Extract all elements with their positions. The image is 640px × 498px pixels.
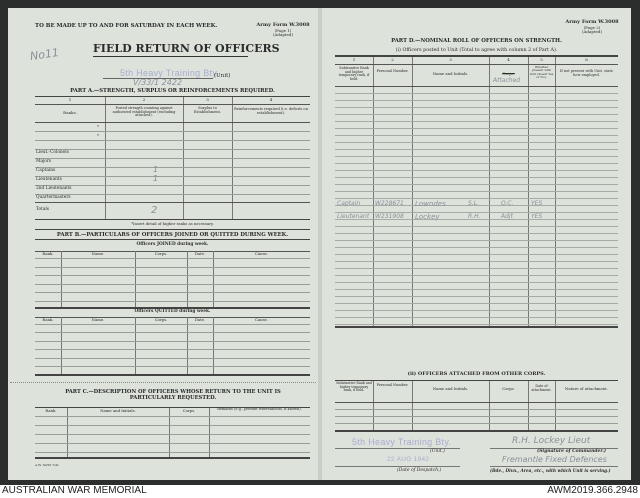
form-number: Army Form W.3008 bbox=[256, 22, 310, 28]
accession-number: AWM2019.366.2948 bbox=[547, 485, 638, 496]
footer: AUSTRALIAN WAR MEMORIAL AWM2019.366.2948 bbox=[0, 485, 640, 498]
totals-label: Totals bbox=[36, 207, 49, 212]
quitted-table: Officers QUITTED during week. Rank. Name… bbox=[35, 308, 310, 376]
attached-title: (ii) OFFICERS ATTACHED FROM OTHER CORPS. bbox=[407, 371, 546, 377]
part-c-table: Rank. Name and Initials. Corps. Remarks … bbox=[35, 407, 310, 459]
lieutenants-posted: 1 bbox=[153, 174, 159, 183]
instruction: TO BE MADE UP TO AND FOR SATURDAY IN EAC… bbox=[35, 23, 218, 29]
part-b-title: PART B.—PARTICULARS OF OFFICERS JOINED O… bbox=[56, 232, 289, 238]
rank-lieutenants: Lieutenants bbox=[36, 177, 62, 182]
handwritten-file-ref: V/33/1 2422 bbox=[133, 78, 183, 87]
institution-name: AUSTRALIAN WAR MEMORIAL bbox=[2, 485, 147, 496]
part-a-title: PART A.—STRENGTH, SURPLUS OR REINFORCEME… bbox=[70, 88, 275, 94]
page-fold bbox=[318, 8, 322, 480]
roll-row: Captain W228671 Lowndes S.L. O.C. YES bbox=[337, 200, 543, 208]
form-number-2: Army Form W.3008 bbox=[565, 19, 619, 25]
form-adapted: (Adapted) bbox=[272, 32, 294, 37]
roll-row: Lieutenant W231908 Lockey R.H. Adjt YES bbox=[337, 213, 543, 221]
header-corps: Corps. bbox=[502, 71, 515, 76]
page-title: FIELD RETURN OF OFFICERS bbox=[93, 42, 280, 58]
joined-caption: Officers JOINED during week. bbox=[136, 242, 209, 247]
form-page-1: TO BE MADE UP TO AND FOR SATURDAY IN EAC… bbox=[8, 8, 318, 480]
rank-captains: Captains bbox=[36, 168, 56, 173]
totals-posted: 2 bbox=[151, 205, 158, 216]
unit-stamp: 5th Heavy Training Bty. bbox=[120, 68, 220, 78]
attached-table: Substantive Rank and higher temporary ra… bbox=[335, 380, 618, 432]
date-stamp: 22 AUG 1942 bbox=[387, 456, 430, 463]
form-page-2: Army Form W.3008 (Page 2) (Adapted) PART… bbox=[322, 8, 631, 480]
rank-quartermasters: Quartermasters bbox=[36, 195, 71, 200]
part-a-footnote: *Insert detail of higher ranks as necess… bbox=[131, 221, 214, 226]
formation-handwritten: Fremantle Fixed Defences bbox=[502, 455, 607, 464]
part-d-subtitle: (i) Officers posted to Unit (Total to ag… bbox=[395, 48, 558, 53]
joined-table: Officers JOINED during week. Rank. Name.… bbox=[35, 239, 310, 309]
commander-signature: R.H. Lockey Lieut bbox=[512, 436, 591, 446]
part-d-title: PART D.—NOMINAL ROLL OF OFFICERS ON STRE… bbox=[391, 38, 562, 44]
captains-posted: 1 bbox=[153, 165, 159, 174]
part-c-title: PART C.—DESCRIPTION OF OFFICERS WHOSE RE… bbox=[65, 389, 281, 401]
perforation-line bbox=[10, 382, 316, 383]
header-posted: Posted strength counting against authori… bbox=[112, 106, 176, 118]
unit-stamp-2: 5th Heavy Training Bty. bbox=[352, 437, 452, 447]
header-reinforcements: Reinforcements required (i.e. deficits o… bbox=[234, 107, 308, 115]
nominal-roll-table: 1 2 3 4 5 6 Substantive Rank and higher … bbox=[335, 55, 618, 328]
rank-2nd-lieutenants: 2nd Lieutenants bbox=[36, 186, 72, 191]
quitted-caption: Officers QUITTED during week. bbox=[134, 309, 211, 314]
part-a-table: 1 2 3 4 Ranks. Posted strength counting … bbox=[35, 96, 310, 220]
print-code: A.W. 30/50 7/41 bbox=[35, 463, 59, 467]
rank-lieut-colonels: Lieut.-Colonels bbox=[36, 150, 69, 155]
unit-label: (Unit) bbox=[214, 73, 231, 79]
header-ranks: Ranks. bbox=[63, 110, 77, 115]
form-page: (Page 1) bbox=[274, 28, 292, 33]
header-surplus: Surplus to Establishment. bbox=[193, 106, 222, 114]
handwritten-ref: No11 bbox=[29, 46, 60, 63]
corps-handwritten: Attached bbox=[493, 77, 521, 84]
rank-majors: Majors bbox=[36, 159, 52, 164]
unit-line bbox=[103, 78, 213, 79]
